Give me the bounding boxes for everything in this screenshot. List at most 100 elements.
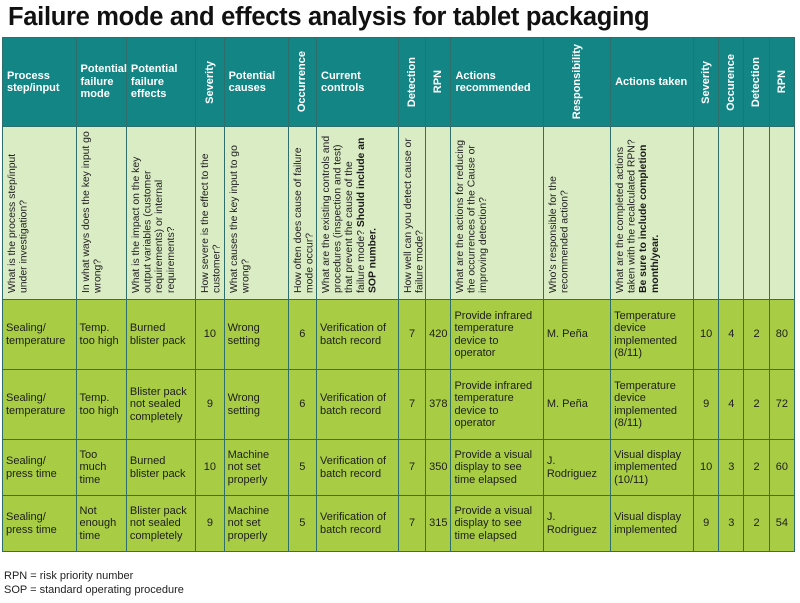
cell-severity-2: 9 xyxy=(693,369,720,440)
cell-occurrence: 5 xyxy=(287,439,318,496)
cell-actions-taken: Temperature device implemented (8/11) xyxy=(610,299,695,370)
question-occurrence-2 xyxy=(718,126,745,300)
cell-rpn-2: 80 xyxy=(768,299,796,370)
footnote-sop: SOP = standard operating procedure xyxy=(4,584,184,596)
cell-potential-causes: Machine not set properly xyxy=(223,439,289,496)
question-current-controls: What are the existing controls and proce… xyxy=(316,126,399,300)
question-rpn-2 xyxy=(768,126,796,300)
cell-actions-recommended: Provide infrared temperature device to o… xyxy=(450,299,544,370)
question-failure-mode: In what ways does the key input go wrong… xyxy=(75,126,127,300)
header-failure-effects: Potential failure effects xyxy=(125,37,197,127)
question-severity: How severe is the effect to the customer… xyxy=(195,126,225,300)
cell-actions-recommended: Provide a visual display to see time ela… xyxy=(450,495,544,552)
cell-actions-recommended: Provide infrared temperature device to o… xyxy=(450,369,544,440)
cell-process-step: Sealing/ press time xyxy=(2,495,77,552)
cell-detection-2: 2 xyxy=(743,299,770,370)
header-severity: Severity xyxy=(195,37,225,127)
cell-process-step: Sealing/ temperature xyxy=(2,369,77,440)
cell-failure-effects: Blister pack not sealed completely xyxy=(125,369,197,440)
cell-responsibility: M. Peña xyxy=(542,369,612,440)
header-failure-mode: Potential failure mode xyxy=(75,37,127,127)
cell-current-controls: Verification of batch record xyxy=(316,439,399,496)
question-responsibility: Who's responsible for the recommended ac… xyxy=(542,126,612,300)
header-process-step: Process step/input xyxy=(2,37,77,127)
question-rpn xyxy=(425,126,452,300)
cell-severity: 10 xyxy=(195,299,225,370)
fmea-table: Process step/input Potential failure mod… xyxy=(2,37,796,552)
question-severity-2 xyxy=(693,126,720,300)
cell-rpn-2: 60 xyxy=(768,439,796,496)
header-detection-2: Detection xyxy=(743,37,770,127)
cell-severity-2: 9 xyxy=(693,495,720,552)
cell-rpn: 350 xyxy=(425,439,452,496)
cell-detection: 7 xyxy=(397,439,427,496)
cell-occurrence: 5 xyxy=(287,495,318,552)
question-potential-causes: What causes the key input to go wrong? xyxy=(223,126,289,300)
cell-potential-causes: Wrong setting xyxy=(223,369,289,440)
cell-severity: 9 xyxy=(195,495,225,552)
question-detection-2 xyxy=(743,126,770,300)
cell-current-controls: Verification of batch record xyxy=(316,369,399,440)
cell-severity: 9 xyxy=(195,369,225,440)
cell-actions-taken: Visual display implemented xyxy=(610,495,695,552)
table-row: Sealing/ press time Not enough time Bliste… xyxy=(2,495,796,552)
cell-responsibility: J. Rodriguez xyxy=(542,439,612,496)
cell-detection: 7 xyxy=(397,495,427,552)
cell-severity-2: 10 xyxy=(693,439,720,496)
cell-actions-taken: Temperature device implemented (8/11) xyxy=(610,369,695,440)
question-detection: How well can you detect cause or failure… xyxy=(397,126,427,300)
table-row: Sealing/ temperature Temp. too high Bliste… xyxy=(2,369,796,440)
cell-detection-2: 2 xyxy=(743,439,770,496)
header-row: Process step/input Potential failure mod… xyxy=(2,37,796,127)
cell-failure-effects: Blister pack not sealed completely xyxy=(125,495,197,552)
cell-failure-mode: Not enough time xyxy=(75,495,127,552)
cell-actions-recommended: Provide a visual display to see time ela… xyxy=(450,439,544,496)
cell-occurrence: 6 xyxy=(287,299,318,370)
cell-rpn: 315 xyxy=(425,495,452,552)
header-rpn: RPN xyxy=(425,37,452,127)
question-process-step: What is the process step/input under inv… xyxy=(2,126,77,300)
cell-occurrence-2: 4 xyxy=(718,369,745,440)
header-occurrence: Occurrence xyxy=(287,37,318,127)
question-row: What is the process step/input under inv… xyxy=(2,126,796,300)
cell-actions-taken: Visual display implemented (10/11) xyxy=(610,439,695,496)
cell-occurrence-2: 3 xyxy=(718,495,745,552)
table-row: Sealing/ temperature Temp. too high Burned… xyxy=(2,299,796,370)
cell-potential-causes: Wrong setting xyxy=(223,299,289,370)
cell-occurrence-2: 4 xyxy=(718,299,745,370)
cell-process-step: Sealing/ press time xyxy=(2,439,77,496)
header-potential-causes: Potential causes xyxy=(223,37,289,127)
cell-failure-mode: Too much time xyxy=(75,439,127,496)
header-detection: Detection xyxy=(397,37,427,127)
cell-failure-mode: Temp. too high xyxy=(75,369,127,440)
cell-failure-effects: Burned blister pack xyxy=(125,439,197,496)
question-actions-taken: What are the completed actions taken wit… xyxy=(610,126,695,300)
header-actions-taken: Actions taken xyxy=(610,37,695,127)
header-rpn-2: RPN xyxy=(768,37,796,127)
cell-severity-2: 10 xyxy=(693,299,720,370)
cell-detection-2: 2 xyxy=(743,369,770,440)
header-severity-2: Severity xyxy=(693,37,720,127)
page-title: Failure mode and effects analysis for ta… xyxy=(8,3,650,31)
cell-rpn-2: 72 xyxy=(768,369,796,440)
cell-occurrence-2: 3 xyxy=(718,439,745,496)
header-current-controls: Current controls xyxy=(316,37,399,127)
question-failure-effects: What is the impact on the key output var… xyxy=(125,126,197,300)
cell-detection-2: 2 xyxy=(743,495,770,552)
header-responsibility: Responsibility xyxy=(542,37,612,127)
cell-failure-mode: Temp. too high xyxy=(75,299,127,370)
cell-process-step: Sealing/ temperature xyxy=(2,299,77,370)
cell-potential-causes: Machine not set properly xyxy=(223,495,289,552)
cell-current-controls: Verification of batch record xyxy=(316,495,399,552)
cell-occurrence: 6 xyxy=(287,369,318,440)
header-occurrence-2: Occurence xyxy=(718,37,745,127)
cell-responsibility: M. Peña xyxy=(542,299,612,370)
header-actions-recommended: Actions recommended xyxy=(450,37,544,127)
cell-rpn: 378 xyxy=(425,369,452,440)
cell-rpn: 420 xyxy=(425,299,452,370)
cell-responsibility: J. Rodriguez xyxy=(542,495,612,552)
cell-detection: 7 xyxy=(397,369,427,440)
cell-current-controls: Verification of batch record xyxy=(316,299,399,370)
cell-detection: 7 xyxy=(397,299,427,370)
question-occurrence: How often does cause of failure mode occ… xyxy=(287,126,318,300)
